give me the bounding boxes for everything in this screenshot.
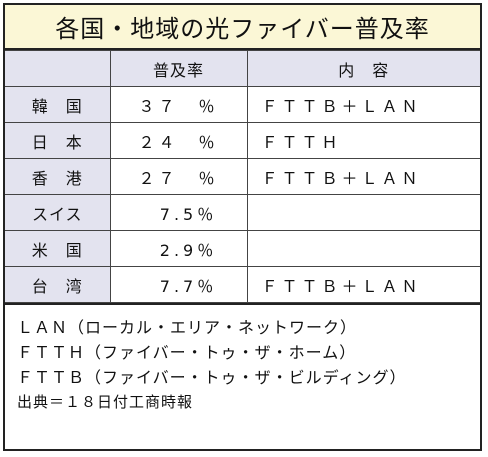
rate-cell: 2.9％ xyxy=(109,230,248,267)
table-row: 韓 国 ３７ ％ ＦＴＴＢ＋ＬＡＮ xyxy=(5,86,480,123)
rate-cell: ３７ ％ xyxy=(109,86,248,123)
table-row: 台 湾 7.7％ ＦＴＴＢ＋ＬＡＮ xyxy=(5,266,480,303)
content-cell: ＦＴＴＨ xyxy=(246,122,480,159)
content-cell: ＦＴＴＢ＋ＬＡＮ xyxy=(246,158,480,195)
content-cell xyxy=(246,230,480,267)
content-cell xyxy=(246,194,480,231)
table-row: 日 本 ２４ ％ ＦＴＴＨ xyxy=(5,122,480,159)
country-cell: スイス xyxy=(5,194,111,231)
rate-cell: 7.7％ xyxy=(109,266,248,303)
header-rate: 普及率 xyxy=(109,50,248,87)
table-title: 各国・地域の光ファイバー普及率 xyxy=(5,5,480,50)
notes-section: ＬＡＮ（ローカル・エリア・ネットワーク） ＦＴＴＨ（ファイバー・トゥ・ザ・ホーム… xyxy=(5,303,480,414)
country-cell: 米 国 xyxy=(5,230,111,267)
source-note: 出典＝１８日付工商時報 xyxy=(17,393,194,411)
country-cell: 韓 国 xyxy=(5,86,111,123)
table-row: 香 港 ２７ ％ ＦＴＴＢ＋ＬＡＮ xyxy=(5,158,480,195)
fiber-penetration-table-frame: 各国・地域の光ファイバー普及率 普及率 内 容 韓 国 ３７ ％ ＦＴＴＢ＋ＬＡ… xyxy=(3,3,482,451)
content-cell: ＦＴＴＢ＋ＬＡＮ xyxy=(246,266,480,303)
country-cell: 日 本 xyxy=(5,122,111,159)
rate-cell: ２７ ％ xyxy=(109,158,248,195)
header-empty-cell xyxy=(5,50,111,87)
country-cell: 香 港 xyxy=(5,158,111,195)
table-row: スイス 7.5％ xyxy=(5,194,480,231)
note-ftth: ＦＴＴＨ（ファイバー・トゥ・ザ・ホーム） xyxy=(17,343,357,362)
table-row: 米 国 2.9％ xyxy=(5,230,480,267)
note-fttb: ＦＴＴＢ（ファイバー・トゥ・ザ・ビルディング） xyxy=(17,368,407,387)
header-content: 内 容 xyxy=(246,50,480,87)
header-row: 普及率 内 容 xyxy=(5,50,480,87)
rate-cell: ２４ ％ xyxy=(109,122,248,159)
rate-cell: 7.5％ xyxy=(109,194,248,231)
penetration-table: 普及率 内 容 韓 国 ３７ ％ ＦＴＴＢ＋ＬＡＮ 日 本 ２４ ％ ＦＴＴＨ … xyxy=(5,50,480,303)
country-cell: 台 湾 xyxy=(5,266,111,303)
content-cell: ＦＴＴＢ＋ＬＡＮ xyxy=(246,86,480,123)
note-lan: ＬＡＮ（ローカル・エリア・ネットワーク） xyxy=(17,318,358,337)
